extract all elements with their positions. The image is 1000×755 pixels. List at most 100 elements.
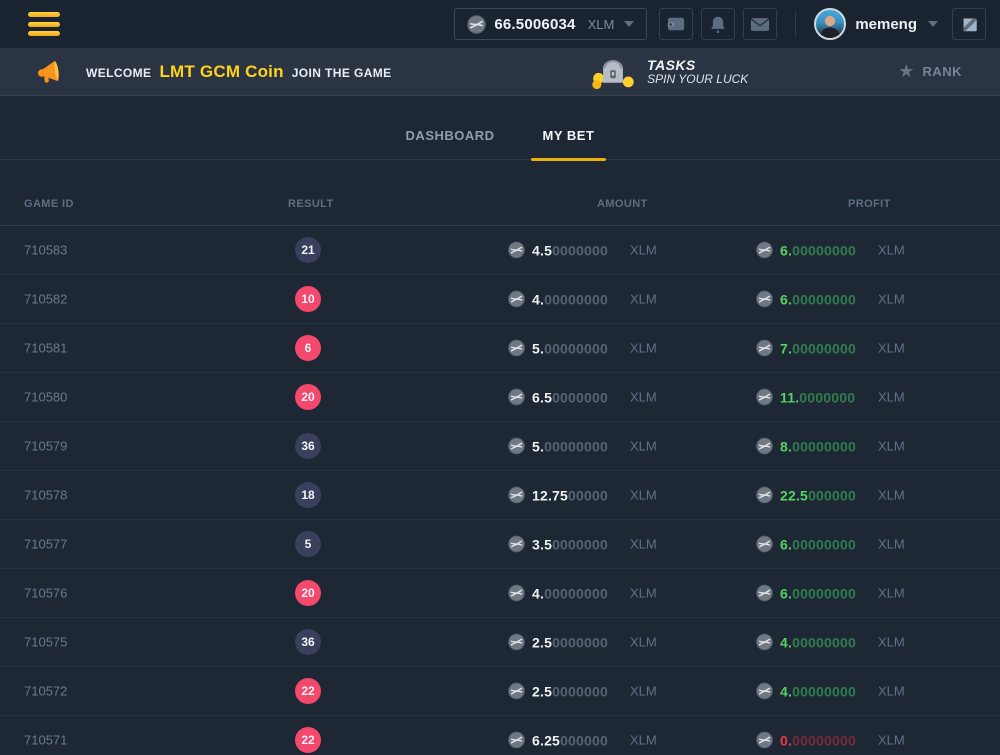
username: memeng xyxy=(855,16,917,33)
caret-down-icon xyxy=(928,21,938,27)
amount-currency: XLM xyxy=(630,341,657,356)
profit-cell: 6.00000000 XLM xyxy=(756,585,905,602)
stellar-coin-icon xyxy=(508,732,525,749)
stellar-coin-icon xyxy=(508,536,525,553)
result-badge: 5 xyxy=(295,531,321,557)
announcement-banner: WELCOME LMT GCM Coin JOIN THE GAME TASKS… xyxy=(0,48,1000,96)
topbar-divider xyxy=(795,11,796,37)
game-id: 710578 xyxy=(24,488,67,503)
result-badge: 22 xyxy=(295,727,321,753)
amount-cell: 4.50000000 XLM xyxy=(508,242,657,259)
profit-cell: 11.0000000 XLM xyxy=(756,389,905,406)
stellar-coin-icon xyxy=(756,536,773,553)
table-row: 710571 22 6.25000000 XLM 0.00000000 XLM xyxy=(0,716,1000,755)
profit-cell: 22.5000000 XLM xyxy=(756,487,905,504)
amount-cell: 6.25000000 XLM xyxy=(508,732,657,749)
header-profit: PROFIT xyxy=(848,198,891,210)
amount-value: 3.50000000 xyxy=(532,536,616,552)
rank-link[interactable]: ★ RANK xyxy=(898,61,962,82)
amount-currency: XLM xyxy=(630,488,657,503)
result-badge: 20 xyxy=(295,580,321,606)
messages-button[interactable] xyxy=(743,8,777,40)
table-row: 710578 18 12.7500000 XLM 22.5000000 XLM xyxy=(0,471,1000,520)
game-id: 710581 xyxy=(24,341,67,356)
profit-currency: XLM xyxy=(878,537,905,552)
brand-name: LMT GCM Coin xyxy=(159,62,283,82)
profit-value: 6.00000000 xyxy=(780,585,864,601)
amount-value: 2.50000000 xyxy=(532,683,616,699)
amount-cell: 3.50000000 XLM xyxy=(508,536,657,553)
game-id: 710572 xyxy=(24,684,67,699)
wallet-button[interactable] xyxy=(659,8,693,40)
menu-icon[interactable] xyxy=(28,12,60,36)
amount-currency: XLM xyxy=(630,733,657,748)
treasure-chest-icon xyxy=(591,54,635,90)
banner-right: TASKS SPIN YOUR LUCK ★ RANK xyxy=(591,54,972,90)
tasks-link[interactable]: TASKS SPIN YOUR LUCK xyxy=(591,54,748,90)
tasks-text: TASKS SPIN YOUR LUCK xyxy=(647,57,748,87)
amount-value: 4.50000000 xyxy=(532,242,616,258)
chat-button[interactable] xyxy=(952,8,986,40)
tab-my-bet[interactable]: MY BET xyxy=(539,128,599,159)
amount-currency: XLM xyxy=(630,586,657,601)
stellar-coin-icon xyxy=(467,15,486,34)
table-row: 710581 6 5.00000000 XLM 7.00000000 XLM xyxy=(0,324,1000,373)
welcome-suffix: JOIN THE GAME xyxy=(292,66,392,80)
result-badge: 6 xyxy=(295,335,321,361)
tabs: DASHBOARD MY BET xyxy=(0,96,1000,160)
bell-icon xyxy=(709,15,727,34)
profit-currency: XLM xyxy=(878,684,905,699)
stellar-coin-icon xyxy=(508,683,525,700)
balance-currency: XLM xyxy=(588,17,615,32)
profit-cell: 4.00000000 XLM xyxy=(756,634,905,651)
stellar-coin-icon xyxy=(508,634,525,651)
result-badge: 22 xyxy=(295,678,321,704)
amount-value: 4.00000000 xyxy=(532,585,616,601)
amount-value: 4.00000000 xyxy=(532,291,616,307)
game-id: 710583 xyxy=(24,243,67,258)
profit-cell: 6.00000000 XLM xyxy=(756,536,905,553)
profit-currency: XLM xyxy=(878,390,905,405)
megaphone-icon xyxy=(34,58,63,85)
stellar-coin-icon xyxy=(508,487,525,504)
amount-currency: XLM xyxy=(630,439,657,454)
notifications-button[interactable] xyxy=(701,8,735,40)
user-menu[interactable]: memeng xyxy=(814,8,938,40)
profit-currency: XLM xyxy=(878,292,905,307)
game-id: 710576 xyxy=(24,586,67,601)
profit-value: 0.00000000 xyxy=(780,732,864,748)
amount-value: 2.50000000 xyxy=(532,634,616,650)
table-row: 710580 20 6.50000000 XLM 11.0000000 XLM xyxy=(0,373,1000,422)
chat-square-icon xyxy=(961,16,978,33)
amount-currency: XLM xyxy=(630,537,657,552)
game-id: 710582 xyxy=(24,292,67,307)
topbar: 66.5006034 XLM memeng xyxy=(0,0,1000,48)
profit-value: 4.00000000 xyxy=(780,634,864,650)
star-icon: ★ xyxy=(898,61,914,82)
balance-selector[interactable]: 66.5006034 XLM xyxy=(454,8,647,40)
profit-currency: XLM xyxy=(878,243,905,258)
stellar-coin-icon xyxy=(508,242,525,259)
amount-currency: XLM xyxy=(630,390,657,405)
stellar-coin-icon xyxy=(756,389,773,406)
table-row: 710582 10 4.00000000 XLM 6.00000000 XLM xyxy=(0,275,1000,324)
amount-cell: 4.00000000 XLM xyxy=(508,291,657,308)
header-game-id: GAME ID xyxy=(24,198,74,210)
game-id: 710575 xyxy=(24,635,67,650)
game-id: 710579 xyxy=(24,439,67,454)
welcome-message: WELCOME LMT GCM Coin JOIN THE GAME xyxy=(86,62,392,82)
stellar-coin-icon xyxy=(508,389,525,406)
tab-dashboard[interactable]: DASHBOARD xyxy=(402,128,499,159)
header-result: RESULT xyxy=(288,198,334,210)
profit-value: 6.00000000 xyxy=(780,242,864,258)
amount-cell: 4.00000000 XLM xyxy=(508,585,657,602)
stellar-coin-icon xyxy=(756,438,773,455)
banner-left: WELCOME LMT GCM Coin JOIN THE GAME xyxy=(36,60,392,84)
stellar-coin-icon xyxy=(756,242,773,259)
amount-value: 5.00000000 xyxy=(532,340,616,356)
result-badge: 21 xyxy=(295,237,321,263)
profit-cell: 4.00000000 XLM xyxy=(756,683,905,700)
table-row: 710579 36 5.00000000 XLM 8.00000000 XLM xyxy=(0,422,1000,471)
result-badge: 10 xyxy=(295,286,321,312)
amount-cell: 12.7500000 XLM xyxy=(508,487,657,504)
